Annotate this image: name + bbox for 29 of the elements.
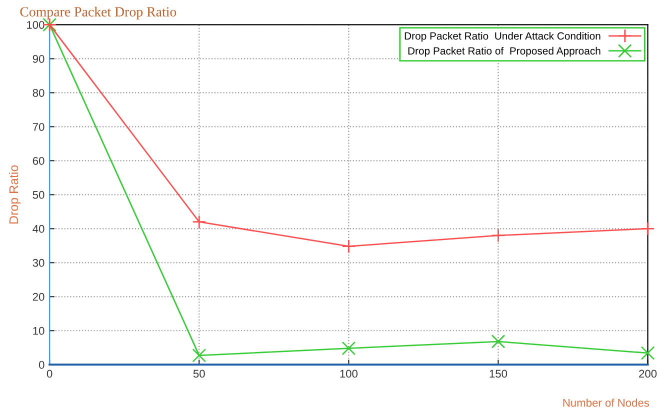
y-tick-label: 0 (38, 360, 44, 369)
y-tick-label: 30 (32, 258, 44, 267)
x-tick-label: 0 (46, 370, 52, 378)
y-axis-title: Drop Ratio (8, 165, 21, 224)
y-tick-label: 10 (33, 326, 44, 335)
x-tick-label: 100 (340, 370, 358, 378)
y-tick-label: 80 (32, 88, 44, 97)
legend-label: Drop Packet Ratio Under Attack Condition (404, 32, 600, 42)
y-tick-label: 70 (32, 122, 44, 131)
y-tick-label: 90 (32, 54, 44, 63)
y-tick-label: 50 (32, 190, 44, 199)
point (640, 222, 655, 236)
point (342, 341, 356, 356)
x-tick-label: 200 (639, 370, 657, 378)
point (192, 348, 206, 362)
y-tick-label: 40 (32, 224, 44, 233)
x-axis-title: Number of Nodes (563, 398, 650, 407)
point (640, 346, 655, 360)
y-tick-label: 20 (32, 292, 44, 301)
x-tick-label: 150 (490, 370, 508, 378)
y-tick-label: 100 (27, 20, 44, 29)
point (491, 334, 506, 348)
chart-title: Compare Packet Drop Ratio (20, 6, 176, 20)
point (342, 239, 356, 254)
point (491, 228, 506, 242)
y-tick-label: 60 (32, 156, 44, 165)
x-tick-label: 50 (193, 370, 205, 378)
point (192, 214, 206, 229)
legend-label: Drop Packet Ratio of Proposed Approach (408, 46, 600, 57)
